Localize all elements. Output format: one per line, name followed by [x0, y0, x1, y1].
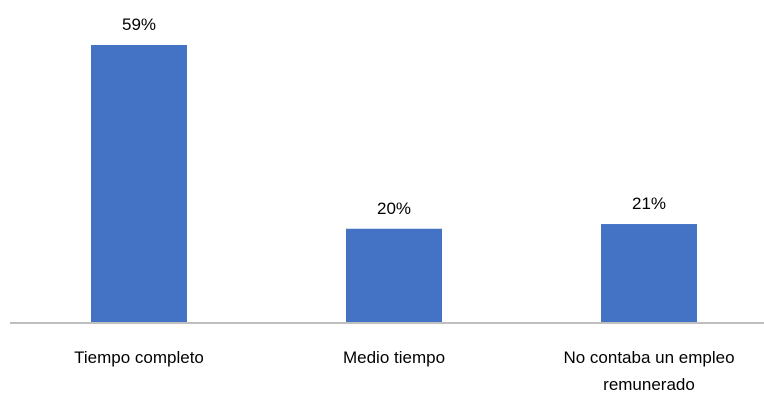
- data-label-1: 59%: [122, 15, 156, 34]
- category-label-1: Tiempo completo: [74, 348, 204, 367]
- category-labels-layer: Tiempo completo Medio tiempo No contaba un…: [74, 348, 734, 393]
- data-label-3: 21%: [632, 194, 666, 213]
- bar-2: [346, 228, 442, 323]
- bar-1: [91, 45, 187, 323]
- data-label-2: 20%: [377, 199, 411, 218]
- bar-3: [601, 224, 697, 323]
- category-label-3-line-2: remunerado: [603, 375, 695, 393]
- data-labels-layer: 59% 20% 21%: [122, 15, 666, 218]
- category-label-3-line-1: No contaba un empleo: [563, 348, 734, 367]
- category-label-2: Medio tiempo: [343, 348, 445, 367]
- bars-layer: [91, 45, 697, 323]
